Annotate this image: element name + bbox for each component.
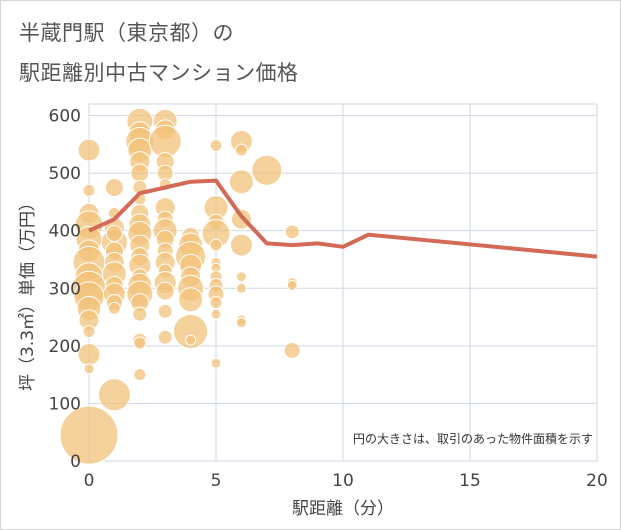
scatter-bubble xyxy=(155,281,175,301)
y-tick-label: 0 xyxy=(70,452,81,472)
scatter-bubble xyxy=(107,301,121,315)
chart-title-line2: 駅距離別中古マンション価格 xyxy=(19,61,299,85)
trend-line xyxy=(88,178,598,259)
y-axis-label: 坪（3.3㎡）単価（万円） xyxy=(18,194,38,391)
scatter-bubble xyxy=(97,378,131,412)
scatter-bubble xyxy=(132,306,148,322)
bubble-layer xyxy=(59,107,301,465)
scatter-bubble xyxy=(283,341,301,359)
scatter-bubble xyxy=(229,233,253,257)
scatter-bubble xyxy=(178,287,204,313)
scatter-bubble xyxy=(251,154,283,186)
scatter-bubble xyxy=(105,225,123,243)
scatter-bubble xyxy=(130,163,150,183)
scatter-bubble xyxy=(234,143,248,157)
scatter-bubble xyxy=(235,282,247,294)
x-tick-label: 5 xyxy=(211,471,222,491)
y-tick-label: 500 xyxy=(49,164,81,184)
scatter-bubble xyxy=(228,169,254,195)
y-tick-label: 100 xyxy=(49,394,81,414)
scatter-bubble xyxy=(209,296,223,310)
scatter-bubble xyxy=(83,363,95,375)
scatter-bubble xyxy=(104,177,124,197)
scatter-bubble xyxy=(133,336,147,350)
scatter-bubble xyxy=(82,324,96,338)
grid-lines xyxy=(88,104,598,462)
x-tick-label: 0 xyxy=(84,471,95,491)
scatter-bubble xyxy=(286,279,298,291)
scatter-bubble xyxy=(210,308,222,320)
scatter-bubble xyxy=(59,405,119,465)
scatter-bubble xyxy=(157,329,173,345)
trend-layer xyxy=(88,178,598,259)
y-tick-label: 200 xyxy=(49,337,81,357)
scatter-bubble xyxy=(157,303,173,319)
scatter-bubble xyxy=(209,138,223,152)
y-tick-label: 300 xyxy=(49,279,81,299)
x-axis-label: 駅距離（分） xyxy=(292,499,394,519)
x-tick-label: 15 xyxy=(459,471,481,491)
scatter-bubble xyxy=(284,224,300,240)
scatter-bubble xyxy=(133,368,147,382)
y-tick-label: 400 xyxy=(49,222,81,242)
scatter-bubble xyxy=(173,313,209,349)
chart-title-line1: 半蔵門駅（東京都）の xyxy=(19,21,234,45)
scatter-bubble xyxy=(77,342,101,366)
scatter-bubble xyxy=(235,271,247,283)
scatter-bubble xyxy=(209,238,223,252)
y-tick-label: 600 xyxy=(49,107,81,127)
x-tick-label: 20 xyxy=(586,471,608,491)
scatter-bubble xyxy=(210,357,222,369)
scatter-bubble xyxy=(185,334,197,346)
scatter-bubble xyxy=(77,138,101,162)
scatter-bubble xyxy=(235,317,247,329)
size-annotation: 円の大きさは、取引のあった物件面積を示す xyxy=(353,431,593,446)
scatter-bubble xyxy=(82,183,96,197)
x-tick-label: 10 xyxy=(332,471,354,491)
